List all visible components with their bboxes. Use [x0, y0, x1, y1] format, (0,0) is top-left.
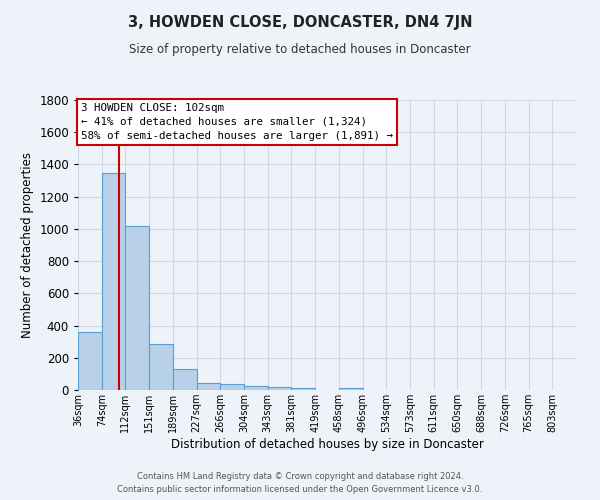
Bar	[173, 369, 197, 390]
Text: Contains HM Land Registry data © Crown copyright and database right 2024.: Contains HM Land Registry data © Crown c…	[137, 472, 463, 481]
Bar	[268, 387, 292, 390]
Text: Size of property relative to detached houses in Doncaster: Size of property relative to detached ho…	[129, 42, 471, 56]
Text: 3 HOWDEN CLOSE: 102sqm
← 41% of detached houses are smaller (1,324)
58% of semi-: 3 HOWDEN CLOSE: 102sqm ← 41% of detached…	[81, 103, 393, 141]
Text: Contains public sector information licensed under the Open Government Licence v3: Contains public sector information licen…	[118, 484, 482, 494]
X-axis label: Distribution of detached houses by size in Doncaster: Distribution of detached houses by size …	[170, 438, 484, 451]
Bar	[149, 344, 173, 390]
Text: 3, HOWDEN CLOSE, DONCASTER, DN4 7JN: 3, HOWDEN CLOSE, DONCASTER, DN4 7JN	[128, 15, 472, 30]
Bar	[244, 386, 268, 390]
Bar	[102, 172, 125, 390]
Bar	[125, 226, 149, 390]
Bar	[220, 384, 244, 390]
Bar	[339, 388, 362, 390]
Y-axis label: Number of detached properties: Number of detached properties	[20, 152, 34, 338]
Bar	[292, 388, 315, 390]
Bar	[197, 383, 220, 390]
Bar	[78, 332, 102, 390]
